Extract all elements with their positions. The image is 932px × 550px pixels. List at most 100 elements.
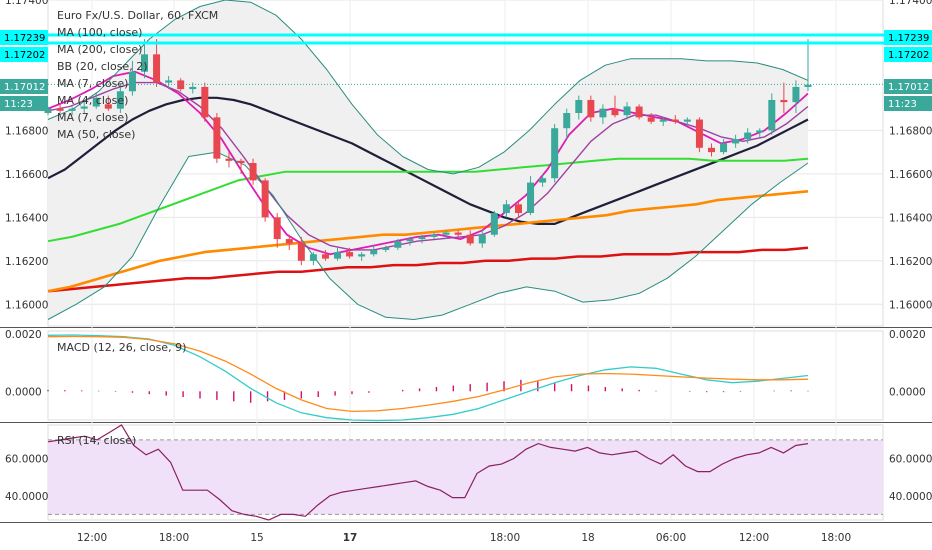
candle-body: [430, 234, 438, 237]
indicator-legend: MA (4, close): [57, 94, 128, 107]
candle-body: [104, 104, 112, 109]
candle-body: [68, 108, 76, 111]
candle-body: [671, 119, 679, 122]
y-tick-label-right: 1.16400: [889, 212, 932, 224]
x-tick-label: 18: [581, 532, 594, 544]
candle-body: [309, 254, 317, 261]
candle-body: [370, 249, 378, 255]
candle-body: [707, 147, 715, 153]
candle: [780, 82, 788, 114]
candle-body: [659, 119, 667, 122]
rsi-pane: [47, 424, 883, 521]
candle: [370, 245, 378, 257]
candle: [285, 234, 293, 250]
series-line-bb-upper-6: [47, 0, 809, 175]
candle: [804, 39, 812, 92]
rsi-legend: RSI (14, close): [57, 434, 136, 447]
candle: [623, 102, 631, 120]
x-tick-label: 06:00: [656, 532, 686, 544]
candle-body: [225, 158, 233, 161]
candle-body: [454, 232, 462, 235]
candle-body: [128, 71, 136, 92]
candle: [563, 108, 571, 140]
rsi-y-tick-right: 60.0000: [889, 454, 932, 466]
candle: [358, 252, 366, 261]
candle-body: [285, 239, 293, 244]
candle-body: [635, 106, 643, 118]
candle: [539, 173, 547, 187]
indicator-legend: MA (100, close): [57, 26, 142, 39]
y-tick-label-right: 1.16000: [889, 299, 932, 311]
candle-body: [406, 239, 414, 242]
candle-body: [141, 54, 149, 72]
candle: [273, 212, 281, 248]
candle: [454, 230, 462, 237]
candle-body: [466, 234, 474, 244]
price-tag-label: 1.17239: [4, 33, 45, 44]
indicator-legend: MA (200, close): [57, 43, 142, 56]
series-line-ma-50-close--2: [47, 157, 809, 243]
candle-body: [92, 97, 100, 107]
candle-body: [683, 119, 691, 122]
candle: [201, 82, 209, 122]
candle-body: [804, 84, 812, 87]
candle-body: [563, 113, 571, 129]
candle-body: [478, 234, 486, 244]
candle-body: [720, 143, 728, 153]
price-tag-label: 1.17202: [4, 50, 45, 61]
candle: [406, 236, 414, 246]
candle-body: [237, 160, 245, 163]
candle: [237, 158, 245, 174]
y-tick-label-right: 1.16800: [889, 125, 932, 137]
x-tick-label: 12:00: [739, 532, 769, 544]
price-tag-right: [884, 47, 932, 62]
y-tick-label-right: 1.16200: [889, 256, 932, 268]
y-tick-label-left: 1.17400: [5, 0, 48, 7]
horizontal-levels[interactable]: [0, 33, 932, 85]
candle-body: [744, 132, 752, 140]
candle-body: [153, 54, 161, 83]
candle: [56, 104, 64, 114]
macd-line-signal: [47, 335, 809, 413]
series-line-ma-4-close--4: [47, 70, 809, 256]
candle-body: [358, 254, 366, 257]
macd-y-tick-right: 0.0000: [889, 386, 926, 398]
candle: [382, 245, 390, 253]
axes: 1.17400 1.17400 1.16800 1.16800 1.16600 1.166…: [5, 0, 932, 544]
candle: [394, 239, 402, 250]
series-line-bb-lower-7: [47, 151, 809, 320]
indicator-legend: MA (50, close): [57, 128, 135, 141]
rsi-line: [47, 424, 809, 521]
candle: [551, 123, 559, 183]
candle-body: [587, 99, 595, 118]
x-tick-label: 12:00: [77, 532, 107, 544]
candle: [116, 84, 124, 114]
candle-body: [418, 236, 426, 240]
bollinger-band-area: [48, 0, 808, 320]
candle-body: [442, 232, 450, 235]
candle: [261, 178, 269, 222]
candle-body: [695, 119, 703, 148]
candle: [418, 234, 426, 244]
candle-body: [575, 99, 583, 114]
candle: [249, 158, 257, 185]
bollinger-band-fill: [48, 0, 808, 320]
candle: [466, 230, 474, 246]
y-tick-label-left: 1.16600: [5, 169, 48, 181]
candle: [671, 115, 679, 124]
candle: [68, 106, 76, 116]
candle-body: [768, 99, 776, 131]
candle: [92, 93, 100, 109]
candle: [153, 39, 161, 87]
x-tick-label: 18:00: [490, 532, 520, 544]
candle: [647, 113, 655, 124]
candle-body: [527, 182, 535, 213]
candle: [720, 139, 728, 155]
candle: [478, 230, 486, 248]
indicator-legend: MA (7, close): [57, 77, 128, 90]
y-tick-label-right: 1.17400: [889, 0, 932, 7]
candle-body: [623, 106, 631, 116]
candle: [502, 199, 510, 218]
price-indicator-lines: [47, 0, 809, 320]
